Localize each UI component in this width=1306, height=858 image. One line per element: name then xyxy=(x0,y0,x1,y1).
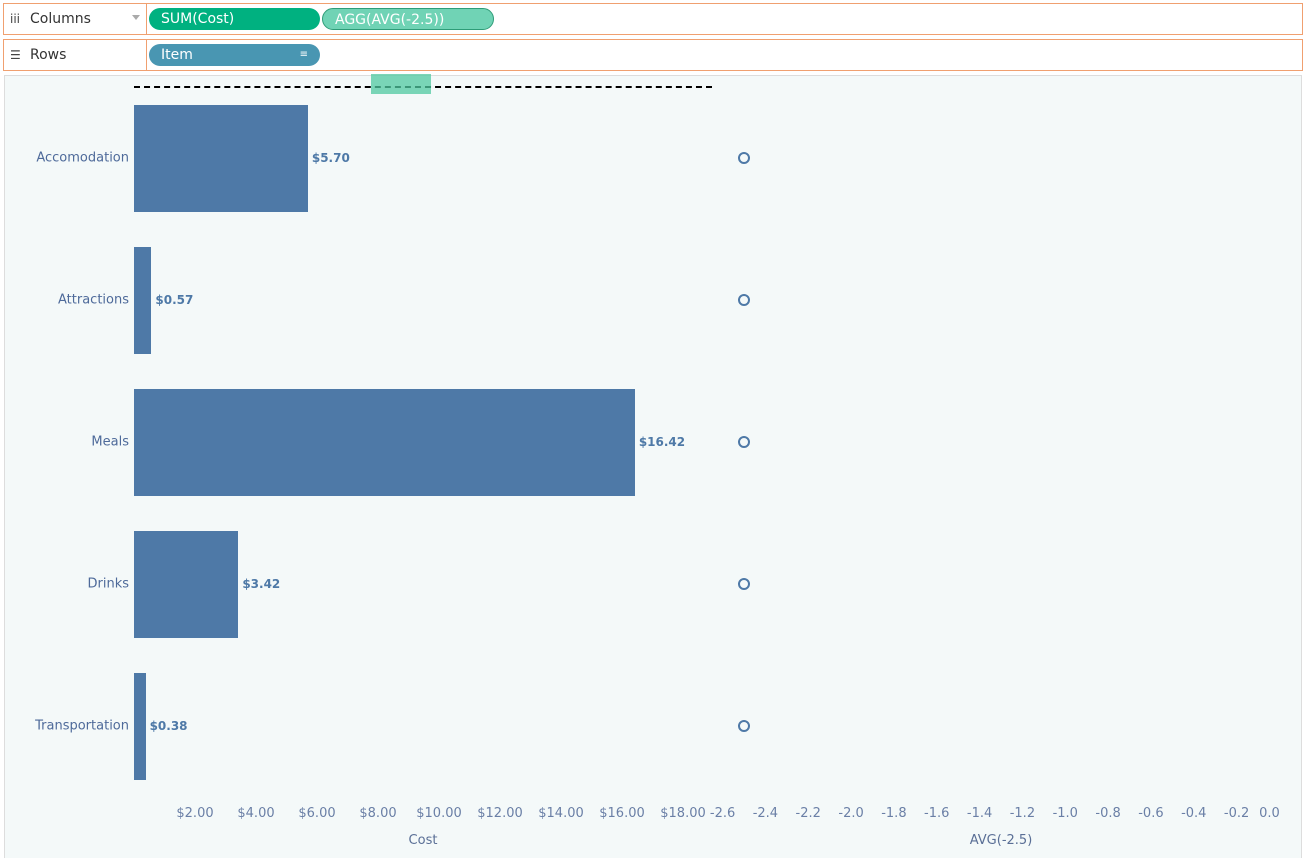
x-tick-label-cost: $16.00 xyxy=(599,806,645,821)
x-tick-label-avg: -2.6 xyxy=(709,806,736,821)
x-tick-label-avg: -1.8 xyxy=(881,806,907,821)
bar xyxy=(134,673,146,780)
columns-shelf[interactable]: iii Columns SUM(Cost) AGG(AVG(-2.5)) xyxy=(3,3,1303,35)
x-tick-label-cost: $4.00 xyxy=(237,806,275,821)
x-tick-label-cost: $18.00 xyxy=(660,806,706,821)
x-tick-label-avg: -2.4 xyxy=(752,806,779,821)
x-tick-label-cost: $12.00 xyxy=(477,806,523,821)
x-tick-label-avg: -1.6 xyxy=(924,806,950,821)
row-label: Meals xyxy=(91,434,129,450)
x-tick-label-avg: -2.2 xyxy=(795,806,821,821)
x-tick-label-avg: -1.4 xyxy=(966,806,993,821)
x-tick-label-avg: -2.0 xyxy=(838,806,864,821)
columns-icon: iii xyxy=(10,12,21,26)
rows-shelf[interactable]: ☰ Rows Item ≡ xyxy=(3,39,1303,71)
x-tick-label-cost: $2.00 xyxy=(176,806,214,821)
row-label: Accomodation xyxy=(36,150,129,166)
row-label: Attractions xyxy=(58,292,129,308)
x-tick-label-avg: -1.0 xyxy=(1052,806,1078,821)
bar xyxy=(134,105,308,212)
data-label: $3.42 xyxy=(242,577,281,591)
x-tick-label-cost: $8.00 xyxy=(359,806,397,821)
item-pill[interactable]: Item ≡ xyxy=(149,44,320,66)
x-axis-title-avg: AVG(-2.5) xyxy=(969,833,1033,848)
circle-mark xyxy=(737,152,750,164)
x-tick-label-avg: -0.6 xyxy=(1138,806,1164,821)
drop-target-ruler[interactable] xyxy=(371,74,431,94)
x-tick-label-cost: $10.00 xyxy=(416,806,462,821)
x-tick-label-avg: 0.0 xyxy=(1259,806,1280,821)
sum-cost-pill[interactable]: SUM(Cost) xyxy=(149,8,320,30)
x-tick-label-avg: -0.2 xyxy=(1223,806,1250,821)
x-tick-label-avg: -0.4 xyxy=(1181,806,1207,821)
x-tick-label-avg: -0.8 xyxy=(1095,806,1121,821)
agg-avg-pill[interactable]: AGG(AVG(-2.5)) xyxy=(322,8,494,30)
sort-icon: ≡ xyxy=(299,49,308,60)
bar xyxy=(134,389,635,496)
circle-mark xyxy=(737,436,750,448)
circle-mark xyxy=(737,578,750,590)
bar xyxy=(134,247,152,354)
data-label: $0.57 xyxy=(155,293,194,307)
x-tick-label-cost: $14.00 xyxy=(538,806,584,821)
row-label: Transportation xyxy=(35,718,129,734)
data-label: $5.70 xyxy=(311,151,350,165)
circle-mark xyxy=(737,720,750,732)
circle-mark xyxy=(737,294,750,306)
rows-icon: ☰ xyxy=(10,48,21,62)
bar xyxy=(134,531,239,638)
row-label: Drinks xyxy=(87,576,129,592)
rows-shelf-label: ☰ Rows xyxy=(4,40,147,70)
x-tick-label-avg: -1.2 xyxy=(1009,806,1036,821)
data-label: $16.42 xyxy=(638,435,686,449)
x-tick-label-cost: $6.00 xyxy=(298,806,336,821)
columns-shelf-label: iii Columns xyxy=(4,4,147,34)
chevron-down-icon[interactable] xyxy=(132,15,140,20)
x-axis-title-cost: Cost xyxy=(408,833,438,848)
data-label: $0.38 xyxy=(149,719,188,733)
